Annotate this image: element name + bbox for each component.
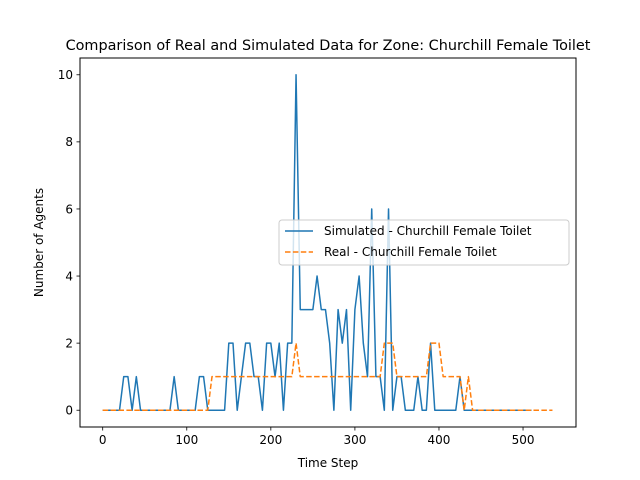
x-axis-ticks: 0 100 200 300 400 500 — [99, 427, 535, 447]
legend: Simulated - Churchill Female Toilet Real… — [278, 219, 570, 266]
x-tick-label: 500 — [512, 433, 535, 447]
y-tick-label: 4 — [65, 269, 73, 283]
plot-area — [102, 74, 553, 411]
y-tick-label: 8 — [65, 135, 73, 149]
y-axis-label: Number of Agents — [32, 188, 46, 297]
axes-frame — [79, 57, 577, 428]
y-tick-label: 2 — [65, 336, 73, 350]
y-tick-label: 10 — [58, 68, 73, 82]
legend-label-simulated: Simulated - Churchill Female Toilet — [324, 224, 532, 238]
x-axis-label: Time Step — [297, 456, 359, 470]
x-tick-label: 400 — [428, 433, 451, 447]
y-tick-label: 6 — [65, 202, 73, 216]
chart-title: Comparison of Real and Simulated Data fo… — [66, 38, 591, 54]
x-tick-label: 100 — [175, 433, 198, 447]
x-tick-label: 0 — [99, 433, 107, 447]
series-line-real — [102, 342, 553, 411]
legend-box — [278, 219, 570, 266]
x-tick-label: 300 — [343, 433, 366, 447]
y-axis-ticks: 0 2 4 6 8 10 — [58, 68, 80, 418]
x-tick-label: 200 — [259, 433, 282, 447]
y-tick-label: 0 — [65, 404, 73, 418]
legend-label-real: Real - Churchill Female Toilet — [324, 245, 497, 259]
